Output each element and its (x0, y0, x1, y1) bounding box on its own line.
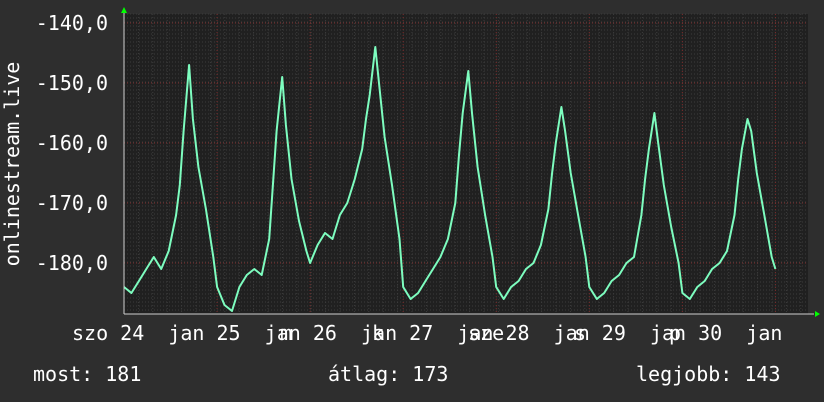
minor-grid (123, 13, 808, 315)
x-tick-label-overlap: sze (468, 321, 504, 345)
y-tick-label: -180,0 (36, 251, 108, 275)
axes (121, 7, 820, 317)
x-tick-label-overlap: p (669, 321, 681, 345)
y-tick-label: -160,0 (36, 131, 108, 155)
x-tick-label-overlap: s (574, 321, 586, 345)
x-tick-label-overlap: k (372, 321, 384, 345)
current-value: most: 181 (33, 362, 142, 386)
y-axis-label: onlinestream.live (0, 62, 24, 267)
y-tick-label: -170,0 (36, 191, 108, 215)
series-line (123, 46, 777, 312)
plot-area (124, 14, 808, 314)
x-tick-label-overlap: m (280, 321, 292, 345)
average-value: átlag: 173 (328, 362, 449, 386)
y-axis-arrow (121, 7, 127, 13)
y-tick-label: -140,0 (36, 11, 108, 35)
y-axis-ticks: -140,0 -150,0 -160,0 -170,0 -180,0 (36, 11, 108, 275)
x-tick-labels: szo 24 jan 25 jan 26 jan 27 jan 28 jan 2… (72, 321, 782, 345)
x-axis-arrow (815, 311, 820, 317)
y-tick-label: -150,0 (36, 71, 108, 95)
x-axis-ticks: szo 24 jan 25 jan 26 jan 27 jan 28 jan 2… (72, 321, 782, 345)
best-value: legjobb: 143 (636, 362, 781, 386)
series-layer (123, 46, 777, 312)
